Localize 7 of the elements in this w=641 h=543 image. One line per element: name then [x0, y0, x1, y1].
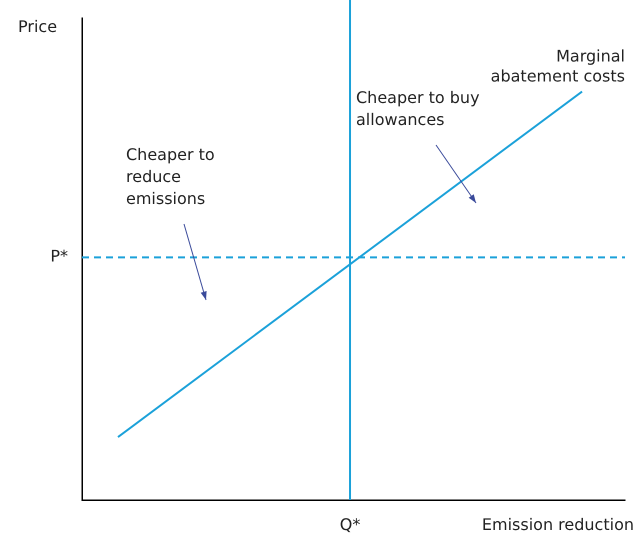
annotation: Cheaper to buy allowances: [356, 88, 480, 129]
text: Marginal abatement costs: [490, 46, 625, 86]
x-axis-title: Emission reduction: [482, 515, 634, 534]
ref-line-label: P*: [50, 246, 68, 266]
y-axis-title: Price: [18, 17, 58, 36]
annotation: Cheaper to reduce emissions: [126, 145, 215, 208]
text: Q*: [340, 515, 360, 534]
